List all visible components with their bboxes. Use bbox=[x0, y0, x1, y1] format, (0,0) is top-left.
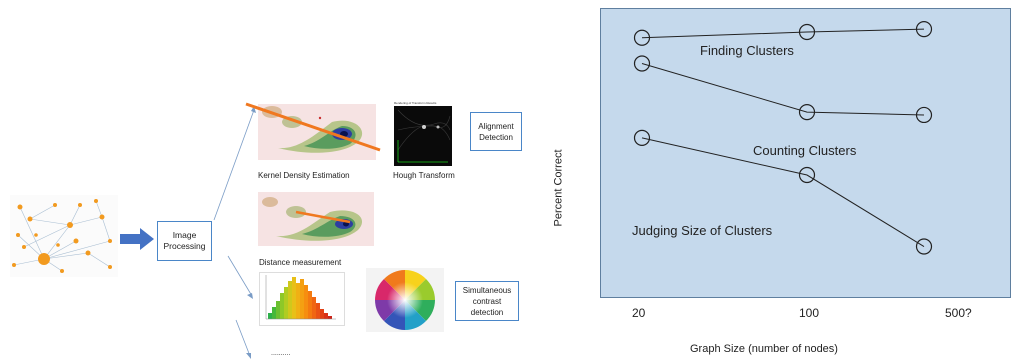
contrast-detection-box: Simultaneous contrast detection bbox=[455, 281, 519, 321]
connector-to-kde bbox=[213, 109, 255, 221]
data-point bbox=[633, 55, 651, 72]
series-label-finding-clusters: Finding Clusters bbox=[700, 43, 794, 58]
series-label-counting-clusters: Counting Clusters bbox=[753, 143, 857, 158]
data-point bbox=[798, 23, 816, 41]
data-point bbox=[798, 103, 816, 121]
x-tick-label: 100 bbox=[799, 306, 820, 320]
data-point bbox=[915, 106, 933, 124]
block-arrow-icon bbox=[120, 228, 154, 250]
network-graph-image bbox=[10, 195, 118, 277]
hough-transform-image: Rendering of Transform Results bbox=[394, 100, 452, 166]
histogram-image bbox=[259, 272, 345, 326]
x-axis-label: Graph Size (number of nodes) bbox=[690, 343, 838, 355]
x-tick-label: 500? bbox=[945, 306, 972, 320]
hough-title: Rendering of Transform Results bbox=[394, 100, 452, 106]
chart-panel bbox=[600, 8, 1011, 298]
kde-caption: Kernel Density Estimation bbox=[258, 171, 350, 180]
hough-caption: Hough Transform bbox=[393, 171, 455, 180]
data-point bbox=[633, 129, 651, 146]
series-line bbox=[641, 137, 925, 247]
alignment-detection-box: Alignment Detection bbox=[470, 112, 522, 151]
image-processing-box: Image Processing bbox=[157, 221, 212, 261]
distance-caption: Distance measurement bbox=[259, 258, 342, 267]
connector-to-histogram bbox=[227, 255, 253, 297]
distance-image bbox=[258, 192, 374, 246]
fit-line bbox=[245, 102, 381, 152]
line-chart bbox=[633, 21, 933, 255]
data-point bbox=[798, 166, 816, 184]
data-point bbox=[915, 21, 933, 38]
series-line bbox=[641, 28, 925, 39]
connector-to-more bbox=[235, 319, 251, 357]
y-axis-label: Percent Correct bbox=[552, 149, 565, 227]
more-ellipsis: .......... bbox=[271, 350, 291, 357]
series-label-judging-size: Judging Size of Clusters bbox=[632, 223, 773, 238]
connector-arrows bbox=[213, 106, 256, 359]
series-line bbox=[641, 63, 925, 116]
x-tick-label: 20 bbox=[632, 306, 646, 320]
data-point bbox=[633, 29, 651, 46]
color-wheel-image bbox=[366, 268, 444, 332]
data-point bbox=[915, 238, 933, 255]
